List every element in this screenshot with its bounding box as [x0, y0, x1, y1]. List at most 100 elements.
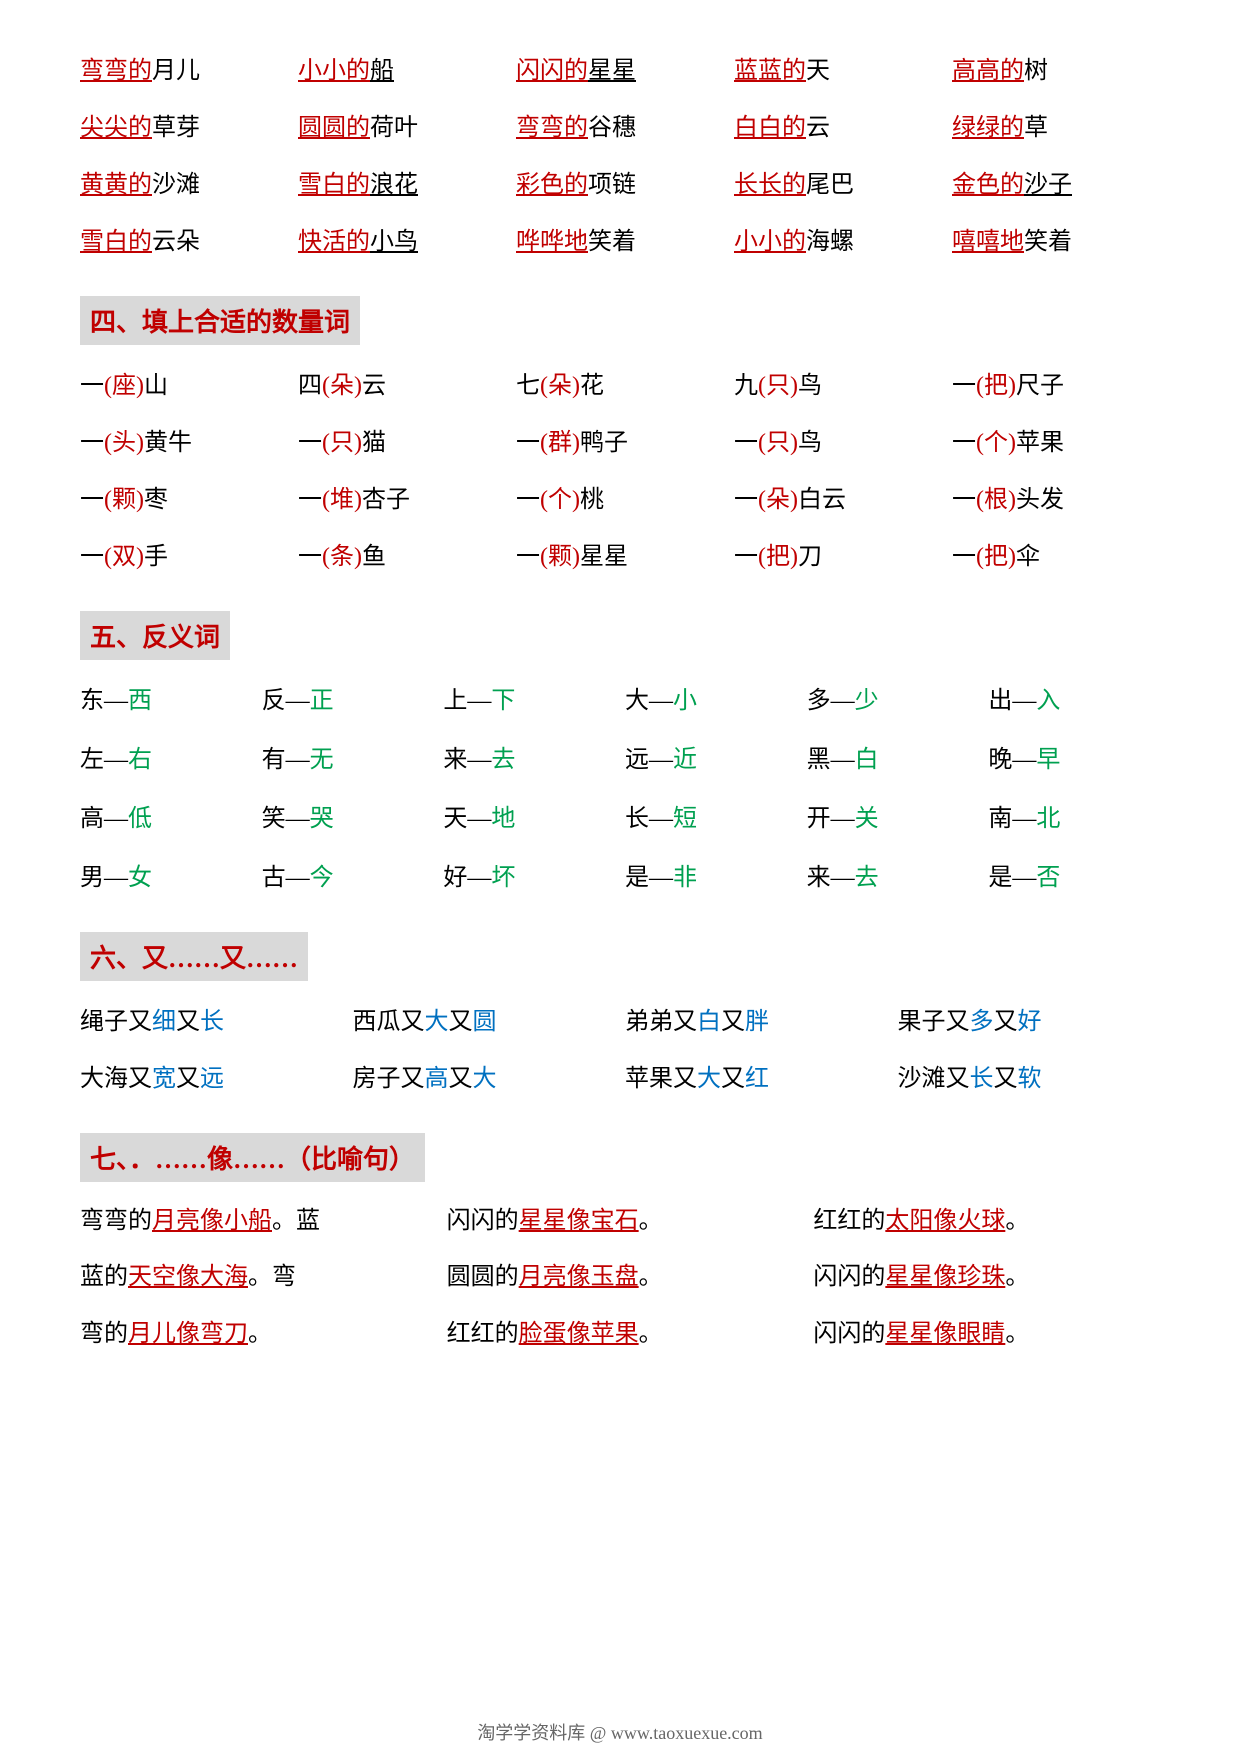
- text-run: 一: [952, 373, 976, 399]
- text-run: 是: [988, 865, 1012, 891]
- text-run: 白云: [798, 487, 846, 513]
- text-run: 高: [425, 1066, 449, 1092]
- section4-header: 四、填上合适的数量词: [80, 296, 360, 345]
- text-run: —: [649, 688, 673, 714]
- text-run: 星星像珍珠: [885, 1264, 1005, 1290]
- text-run: 座: [112, 373, 136, 399]
- text-run: 一: [80, 487, 104, 513]
- text-run: (: [976, 487, 984, 513]
- text-run: 白白的: [734, 115, 806, 141]
- text-run: ): [354, 430, 362, 456]
- text-run: 闪闪的: [813, 1321, 885, 1347]
- simile-cell: 蓝的天空像大海。弯: [80, 1258, 427, 1296]
- text-run: 把: [984, 373, 1008, 399]
- text-run: 大: [625, 688, 649, 714]
- text-run: 正: [310, 688, 334, 714]
- simile-grid: 弯弯的月亮像小船。蓝闪闪的星星像宝石。红红的太阳像火球。蓝的天空像大海。弯圆圆的…: [80, 1202, 1160, 1353]
- text-run: 宽: [152, 1066, 176, 1092]
- text-run: ): [354, 544, 362, 570]
- phrase-cell: 闪闪的星星: [516, 50, 724, 85]
- text-run: 绿绿的: [952, 115, 1024, 141]
- text-run: 高: [80, 806, 104, 832]
- measure-cell: 一(只)猫: [298, 422, 506, 457]
- text-run: ): [572, 430, 580, 456]
- youyou-grid: 绳子又细又长西瓜又大又圆弟弟又白又胖果子又多又好大海又宽又远房子又高又大苹果又大…: [80, 1001, 1160, 1093]
- measure-cell: 一(群)鸭子: [516, 422, 724, 457]
- text-run: 月亮像小船: [152, 1208, 272, 1234]
- measure-cell: 一(堆)杏子: [298, 479, 506, 514]
- text-run: —: [831, 865, 855, 891]
- measure-cell: 一(把)尺子: [952, 365, 1160, 400]
- text-run: ): [572, 487, 580, 513]
- text-run: 星星像宝石: [519, 1208, 639, 1234]
- text-run: 西: [128, 688, 152, 714]
- text-run: 浪花: [370, 172, 418, 198]
- measure-cell: 一(朵)白云: [734, 479, 942, 514]
- measure-cell: 七(朵)花: [516, 365, 724, 400]
- text-run: 高高的: [952, 58, 1024, 84]
- phrase-cell: 高高的树: [952, 50, 1160, 85]
- youyou-cell: 沙滩又长又软: [898, 1058, 1161, 1093]
- text-run: 尺子: [1016, 373, 1064, 399]
- text-run: —: [467, 688, 491, 714]
- text-run: 苹果又: [625, 1066, 697, 1092]
- text-run: 鸟: [798, 373, 822, 399]
- measure-words-grid: 一(座)山四(朵)云七(朵)花九(只)鸟一(把)尺子一(头)黄牛一(只)猫一(群…: [80, 365, 1160, 571]
- text-run: 闪闪的: [516, 58, 588, 84]
- text-run: 又: [721, 1009, 745, 1035]
- simile-cell: 红红的脸蛋像苹果。: [447, 1315, 794, 1353]
- text-run: 一: [298, 487, 322, 513]
- text-run: 草芽: [152, 115, 200, 141]
- antonym-cell: 好—坏: [443, 857, 615, 892]
- text-run: 去: [491, 747, 515, 773]
- text-run: 又: [449, 1009, 473, 1035]
- text-run: 根: [984, 487, 1008, 513]
- section6-header: 六、又……又……: [80, 932, 308, 981]
- text-run: 脸蛋像苹果: [519, 1321, 639, 1347]
- document-page: 弯弯的月儿小小的船闪闪的星星蓝蓝的天高高的树尖尖的草芽圆圆的荷叶弯弯的谷穗白白的…: [0, 0, 1240, 1753]
- text-run: 大: [425, 1009, 449, 1035]
- text-run: 来: [807, 865, 831, 891]
- text-run: (: [758, 544, 766, 570]
- text-run: 绳子又: [80, 1009, 152, 1035]
- text-run: 有: [262, 747, 286, 773]
- text-run: 。: [639, 1321, 663, 1347]
- text-run: 花: [580, 373, 604, 399]
- text-run: —: [649, 806, 673, 832]
- antonym-cell: 南—北: [988, 798, 1160, 833]
- text-run: ): [1008, 373, 1016, 399]
- text-run: 鸭子: [580, 430, 628, 456]
- text-run: ): [790, 544, 798, 570]
- text-run: 笑: [262, 806, 286, 832]
- text-run: 远: [200, 1066, 224, 1092]
- text-run: 朵: [330, 373, 354, 399]
- text-run: ): [136, 373, 144, 399]
- phrase-cell: 弯弯的谷穗: [516, 107, 724, 142]
- text-run: —: [1012, 747, 1036, 773]
- text-run: (: [104, 430, 112, 456]
- text-run: 一: [298, 544, 322, 570]
- text-run: 头: [112, 430, 136, 456]
- text-run: 弯的: [80, 1321, 128, 1347]
- measure-cell: 一(根)头发: [952, 479, 1160, 514]
- text-run: —: [104, 688, 128, 714]
- text-run: 小: [673, 688, 697, 714]
- text-run: 尖尖的: [80, 115, 152, 141]
- text-run: 。蓝: [272, 1208, 320, 1234]
- antonym-cell: 来—去: [807, 857, 979, 892]
- text-run: 。弯: [248, 1264, 296, 1290]
- text-run: (: [104, 544, 112, 570]
- youyou-cell: 大海又宽又远: [80, 1058, 343, 1093]
- text-run: 弟弟又: [625, 1009, 697, 1035]
- measure-cell: 一(把)伞: [952, 536, 1160, 571]
- text-run: ): [572, 373, 580, 399]
- measure-cell: 四(朵)云: [298, 365, 506, 400]
- measure-cell: 一(把)刀: [734, 536, 942, 571]
- text-run: 否: [1036, 865, 1060, 891]
- text-run: 大: [473, 1066, 497, 1092]
- text-run: 堆: [330, 487, 354, 513]
- text-run: 小鸟: [370, 229, 418, 255]
- text-run: 又: [449, 1066, 473, 1092]
- text-run: —: [649, 865, 673, 891]
- simile-cell: 闪闪的星星像宝石。: [447, 1202, 794, 1240]
